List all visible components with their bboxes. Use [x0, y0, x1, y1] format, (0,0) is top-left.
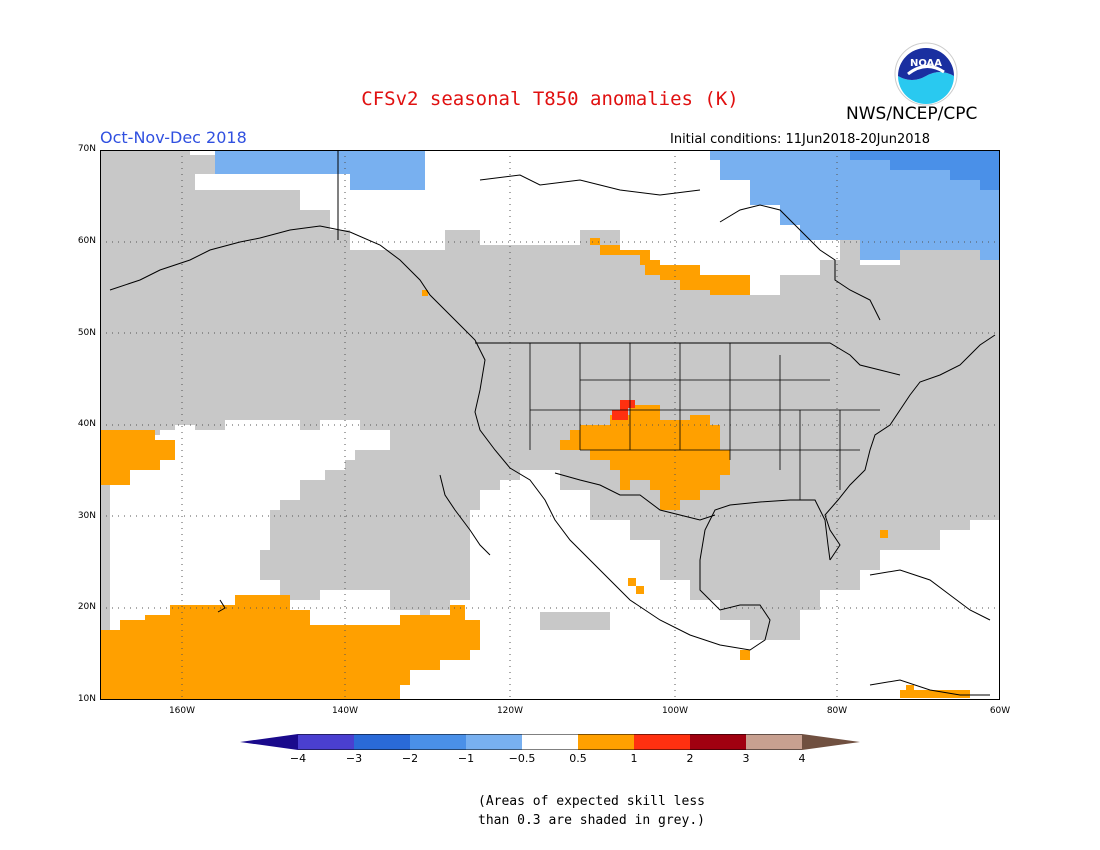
lat-label-10n: 10N: [77, 694, 96, 704]
colorbar-upper-arrow: [802, 734, 860, 750]
lon-label-160w: 160W: [168, 706, 196, 716]
lat-label-60n: 60N: [77, 236, 96, 246]
noaa-logo: NOAA: [894, 42, 958, 106]
colorbar-lower-arrow: [240, 734, 298, 750]
colorbar-label: 1: [630, 752, 638, 765]
colorbar-label: 3: [742, 752, 750, 765]
state-borders: [529, 343, 880, 500]
logo-text: NOAA: [910, 58, 942, 69]
colorbar-label: −4: [289, 752, 307, 765]
lat-label-30n: 30N: [77, 511, 96, 521]
colorbar-swatch: [298, 734, 354, 750]
lon-label-140w: 140W: [331, 706, 359, 716]
coastlines: [109, 150, 996, 696]
skill-note: (Areas of expected skill less than 0.3 a…: [478, 792, 705, 830]
colorbar-label: −0.5: [508, 752, 536, 765]
skill-note-line2: than 0.3 are shaded in grey.): [478, 813, 705, 828]
lon-label-60w: 60W: [989, 706, 1011, 716]
colorbar-swatch: [410, 734, 466, 750]
colorbar-label: −2: [401, 752, 419, 765]
lat-label-50n: 50N: [77, 328, 96, 338]
colorbar-swatch: [578, 734, 634, 750]
colorbar-swatch: [466, 734, 522, 750]
lon-label-120w: 120W: [496, 706, 524, 716]
lat-label-20n: 20N: [77, 602, 96, 612]
colorbar-swatch: [354, 734, 410, 750]
colorbar-swatch: [690, 734, 746, 750]
graticule: [100, 150, 1000, 700]
colorbar-label: 4: [798, 752, 806, 765]
lon-label-80w: 80W: [826, 706, 848, 716]
lon-label-100w: 100W: [661, 706, 689, 716]
lat-label-70n: 70N: [77, 144, 96, 154]
anomaly-map: [100, 150, 1000, 700]
colorbar: [240, 734, 860, 750]
colorbar-label: 2: [686, 752, 694, 765]
colorbar-label: −3: [345, 752, 363, 765]
negative-anomaly-region: [215, 150, 1000, 260]
map-title: CFSv2 seasonal T850 anomalies (K): [361, 88, 739, 110]
positive-anomaly-region: [100, 238, 970, 700]
initial-conditions-label: Initial conditions: 11Jun2018-20Jun2018: [670, 132, 931, 147]
colorbar-label: −1: [457, 752, 475, 765]
season-label: Oct-Nov-Dec 2018: [100, 128, 247, 147]
skill-note-line1: (Areas of expected skill less: [478, 794, 705, 809]
colorbar-swatch: [522, 734, 578, 750]
lat-label-40n: 40N: [77, 419, 96, 429]
agency-label: NWS/NCEP/CPC: [846, 104, 978, 124]
colorbar-label: 0.5: [569, 752, 587, 765]
colorbar-swatch: [634, 734, 690, 750]
colorbar-swatch: [746, 734, 802, 750]
